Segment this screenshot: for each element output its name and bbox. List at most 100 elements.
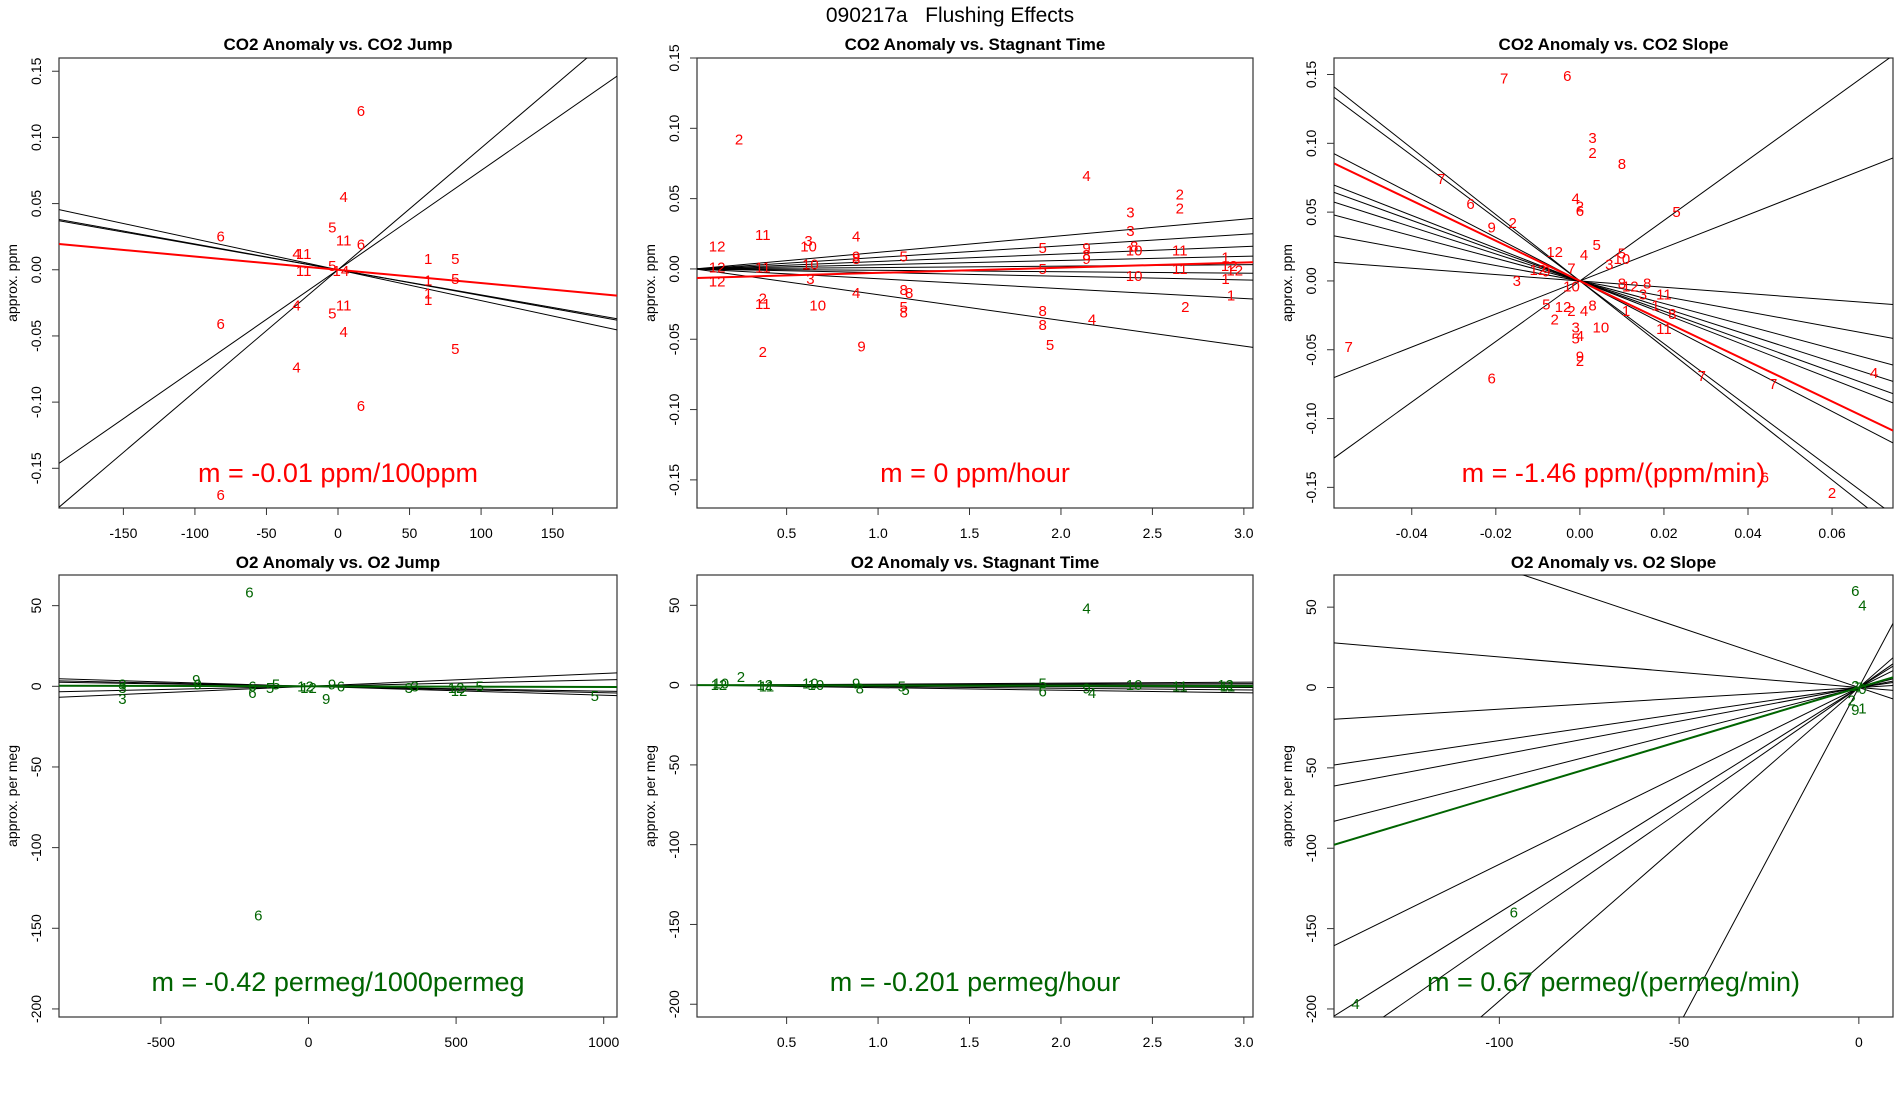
data-point-label: 9 bbox=[1487, 219, 1495, 236]
data-point-label: 5 bbox=[1038, 240, 1046, 257]
data-point-label: 8 bbox=[856, 680, 864, 697]
data-point-label: 4 bbox=[1576, 328, 1584, 345]
data-point-label: 2 bbox=[737, 669, 745, 686]
x-tick-label: -150 bbox=[109, 525, 137, 541]
data-point-label: 5 bbox=[1038, 261, 1046, 278]
data-point-label: 12 bbox=[1546, 244, 1563, 261]
data-point-label: 10 bbox=[1126, 243, 1143, 260]
data-point-label: 6 bbox=[248, 678, 256, 695]
data-point-label: 11 bbox=[296, 246, 312, 263]
y-tick-label: -150 bbox=[666, 910, 682, 938]
data-point-label: 0 bbox=[1858, 681, 1866, 698]
plot-frame bbox=[58, 57, 618, 509]
panel-title: CO2 Anomaly vs. Stagnant Time bbox=[845, 35, 1106, 54]
x-tick-label: -100 bbox=[1485, 1034, 1513, 1050]
data-point-label: 2 bbox=[759, 344, 767, 361]
data-point-label: 5 bbox=[328, 305, 336, 322]
data-point-label: 12 bbox=[1221, 258, 1238, 275]
data-point-label: 4 bbox=[292, 298, 300, 315]
plot-frame bbox=[1333, 574, 1894, 1018]
data-point-label: 5 bbox=[451, 251, 459, 268]
overall-fit-line bbox=[697, 261, 1253, 280]
data-point-label: 5 bbox=[591, 688, 599, 705]
group-fit-line bbox=[1334, 214, 1893, 366]
data-point-label: 3 bbox=[1605, 256, 1613, 273]
data-point-label: 6 bbox=[357, 103, 365, 120]
data-point-label: 5 bbox=[451, 341, 459, 358]
data-point-label: 12 bbox=[711, 677, 728, 694]
y-tick-label: -50 bbox=[1303, 758, 1319, 778]
y-tick-label: -100 bbox=[666, 830, 682, 858]
y-tick-label: 0 bbox=[666, 681, 682, 689]
data-point-label: 3 bbox=[806, 271, 814, 288]
data-point-label: 6 bbox=[357, 398, 365, 415]
y-tick-label: 0.00 bbox=[28, 256, 44, 283]
slope-annotation: m = 0.67 permeg/(permeg/min) bbox=[1427, 967, 1800, 997]
data-point-label: 5 bbox=[328, 258, 336, 275]
data-point-label: 14 bbox=[333, 263, 350, 280]
data-point-label: 8 bbox=[1038, 317, 1046, 334]
panel-title: O2 Anomaly vs. O2 Jump bbox=[236, 553, 440, 572]
data-point-label: 11 bbox=[296, 263, 312, 280]
data-point-label: 3 bbox=[1513, 273, 1521, 290]
data-point-label: 11 bbox=[755, 260, 771, 277]
data-point-label: 6 bbox=[248, 685, 256, 702]
y-tick-label: 0.05 bbox=[1303, 198, 1319, 225]
data-point-label: 9 bbox=[1082, 251, 1090, 268]
panel-title: O2 Anomaly vs. O2 Slope bbox=[1511, 553, 1716, 572]
data-point-label: 6 bbox=[1487, 371, 1495, 388]
group-fit-line bbox=[1334, 670, 1893, 947]
data-point-label: 4 bbox=[1088, 685, 1096, 702]
data-point-label: 7 bbox=[1567, 261, 1575, 278]
overall-fit-line bbox=[1334, 676, 1893, 846]
x-tick-label: -0.04 bbox=[1396, 525, 1428, 541]
group-fit-line bbox=[697, 255, 1253, 270]
y-tick-label: 0.00 bbox=[666, 255, 682, 282]
x-tick-label: 0.5 bbox=[777, 1034, 797, 1050]
data-point-label: 8 bbox=[1038, 303, 1046, 320]
data-point-label: 3 bbox=[118, 677, 126, 694]
group-fit-line bbox=[1334, 86, 1869, 508]
data-point-label: 5 bbox=[1572, 331, 1580, 348]
data-point-label: 4 bbox=[1082, 168, 1090, 185]
data-point-label: 6 bbox=[357, 237, 365, 254]
data-point-label: 7 bbox=[1345, 339, 1353, 356]
data-point-label: 8 bbox=[1130, 238, 1138, 255]
data-point-label: 6 bbox=[1576, 203, 1584, 220]
data-point-label: 12 bbox=[709, 238, 726, 255]
panel-o2-stagnant: O2 Anomaly vs. Stagnant Time -200 -150 -100… bbox=[642, 553, 1254, 1050]
slope-annotation: m = -0.01 ppm/100ppm bbox=[198, 458, 478, 488]
data-point-label: 9 bbox=[322, 691, 330, 708]
data-point-label: 8 bbox=[1643, 276, 1651, 293]
y-tick-label: -100 bbox=[28, 833, 44, 861]
x-tick-label: 0.04 bbox=[1734, 525, 1761, 541]
y-axis-label: approx. per meg bbox=[642, 745, 658, 847]
plot-frame bbox=[58, 574, 618, 1018]
panel-co2-jump: CO2 Anomaly vs. CO2 Jump -0.15 -0.10 -0.05 0… bbox=[4, 35, 618, 541]
group-fit-line bbox=[697, 217, 1253, 270]
data-point-label: 4 bbox=[1351, 996, 1359, 1013]
x-tick-label: 50 bbox=[402, 525, 418, 541]
x-tick-label: 0.02 bbox=[1650, 525, 1677, 541]
data-point-label: 4 bbox=[1580, 303, 1588, 320]
panel-title: O2 Anomaly vs. Stagnant Time bbox=[851, 553, 1099, 572]
group-fit-line bbox=[1334, 201, 1893, 382]
group-fit-line bbox=[1682, 623, 1893, 1017]
panel-title: CO2 Anomaly vs. CO2 Jump bbox=[224, 35, 453, 54]
data-point-label: 1 bbox=[1221, 250, 1229, 267]
data-point-label: 9 bbox=[852, 248, 860, 265]
data-point-label: 10 bbox=[712, 676, 729, 693]
y-tick-label: -200 bbox=[1303, 995, 1319, 1023]
x-tick-label: 0 bbox=[334, 525, 342, 541]
y-tick-label: -200 bbox=[666, 990, 682, 1018]
data-point-label: 2 bbox=[1576, 353, 1584, 370]
group-fit-line bbox=[697, 245, 1253, 270]
x-tick-label: 0.06 bbox=[1818, 525, 1845, 541]
y-tick-label: 0.15 bbox=[666, 44, 682, 71]
data-point-label: 5 bbox=[1046, 337, 1054, 354]
data-point-label: 12 bbox=[1217, 677, 1234, 694]
x-tick-label: 1.0 bbox=[868, 525, 888, 541]
x-tick-label: -50 bbox=[256, 525, 276, 541]
